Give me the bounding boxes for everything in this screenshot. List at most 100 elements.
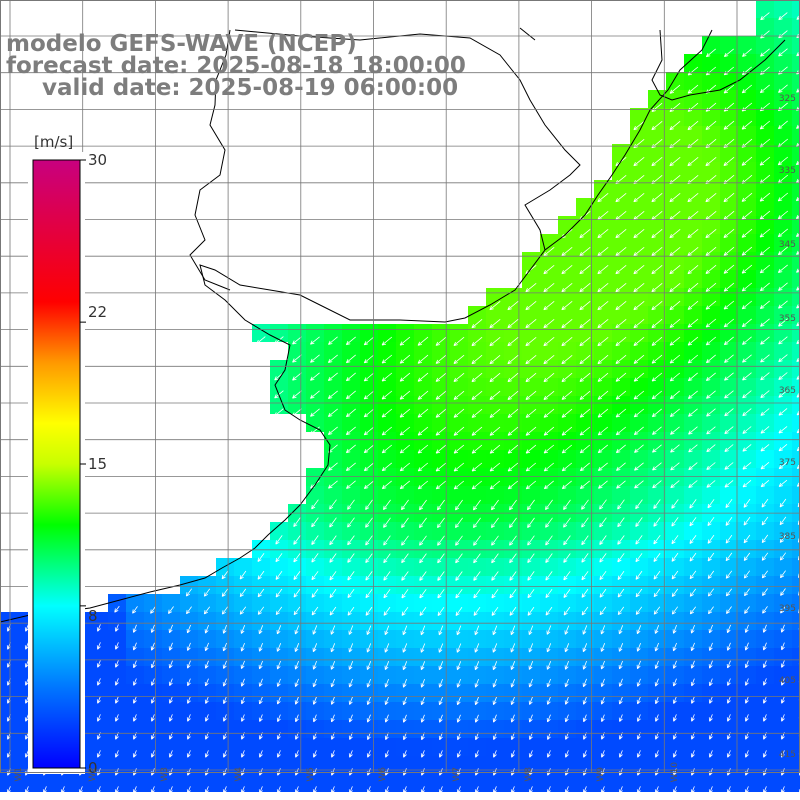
wind-arrow [723, 84, 735, 94]
wind-cell [504, 558, 522, 576]
wind-arrow [222, 642, 227, 652]
wind-cell [504, 522, 522, 540]
wind-cell [774, 126, 792, 144]
wind-arrow [651, 264, 663, 275]
wind-cell [702, 468, 720, 486]
wind-cell [396, 450, 414, 468]
wind-cell [270, 396, 288, 414]
wind-arrow [759, 246, 771, 256]
wind-cell [738, 90, 756, 108]
wind-arrow [636, 625, 642, 635]
wind-arrow [276, 696, 281, 705]
wind-arrow [474, 661, 480, 671]
wind-arrow [725, 498, 733, 509]
wind-cell [666, 558, 684, 576]
wind-arrow [633, 156, 645, 167]
wind-arrow [689, 534, 697, 544]
wind-cell [540, 684, 558, 702]
wind-cell [540, 342, 558, 360]
bottom-tick-label: W8 [524, 767, 534, 782]
wind-arrow [707, 534, 715, 544]
wind-arrow [275, 553, 283, 563]
wind-arrow [582, 786, 587, 794]
wind-arrow [186, 786, 191, 794]
wind-arrow [455, 571, 463, 581]
wind-arrow [760, 354, 770, 363]
wind-arrow [78, 786, 83, 794]
wind-arrow [186, 642, 191, 651]
wind-cell [180, 576, 198, 594]
wind-arrow [651, 156, 663, 167]
wind-cell [342, 756, 360, 774]
wind-arrow [563, 517, 571, 528]
wind-arrow [275, 588, 283, 598]
wind-cell [0, 666, 18, 684]
wind-cell [666, 270, 684, 288]
wind-cell [306, 414, 324, 432]
wind-cell [684, 378, 702, 396]
wind-arrow [417, 408, 429, 418]
wind-cell [522, 540, 540, 558]
wind-cell [756, 558, 774, 576]
wind-cell [504, 738, 522, 756]
wind-cell [414, 414, 432, 432]
wind-cell [504, 594, 522, 612]
wind-arrow [528, 625, 534, 635]
wind-cell [360, 666, 378, 684]
wind-cell [486, 648, 504, 666]
wind-cell [108, 738, 126, 756]
wind-cell [198, 666, 216, 684]
wind-cell [684, 162, 702, 180]
wind-arrow [399, 336, 411, 346]
wind-arrow [330, 786, 335, 794]
wind-cell [342, 468, 360, 486]
wind-arrow [780, 750, 785, 758]
wind-arrow [438, 678, 443, 688]
wind-cell [450, 378, 468, 396]
wind-cell [324, 522, 342, 540]
wind-arrow [455, 606, 463, 616]
wind-cell [324, 756, 342, 774]
wind-cell [234, 648, 252, 666]
wind-cell [306, 576, 324, 594]
wind-cell [234, 594, 252, 612]
wind-cell [558, 630, 576, 648]
wind-arrow [345, 408, 356, 418]
wind-cell [576, 486, 594, 504]
wind-cell [324, 360, 342, 378]
wind-cell [378, 648, 396, 666]
wind-cell [432, 522, 450, 540]
wind-arrow [348, 696, 353, 705]
wind-cell [630, 738, 648, 756]
wind-arrow [780, 588, 786, 596]
wind-arrow [507, 372, 519, 383]
wind-cell [306, 702, 324, 720]
wind-cell [468, 342, 486, 360]
wind-cell [342, 630, 360, 648]
wind-cell [306, 756, 324, 774]
wind-arrow [402, 714, 407, 723]
wind-arrow [617, 553, 625, 563]
wind-cell [252, 576, 270, 594]
wind-cell [756, 630, 774, 648]
wind-cell [774, 252, 792, 270]
wind-cell [288, 540, 306, 558]
wind-cell [684, 576, 702, 594]
wind-arrow [705, 354, 716, 364]
wind-arrow [473, 535, 481, 546]
wind-arrow [365, 606, 373, 616]
wind-arrow [615, 354, 627, 364]
wind-arrow [489, 300, 501, 311]
wind-cell [720, 612, 738, 630]
wind-cell [594, 450, 612, 468]
wind-arrow [527, 535, 535, 546]
wind-cell [144, 702, 162, 720]
wind-arrow [399, 480, 411, 490]
wind-arrow [723, 282, 735, 292]
colorbar-label-0: 0 [88, 759, 98, 777]
wind-arrow [383, 535, 391, 546]
wind-cell [720, 54, 738, 72]
wind-arrow [346, 480, 356, 489]
wind-arrow [311, 499, 319, 510]
wind-arrow [489, 462, 501, 472]
